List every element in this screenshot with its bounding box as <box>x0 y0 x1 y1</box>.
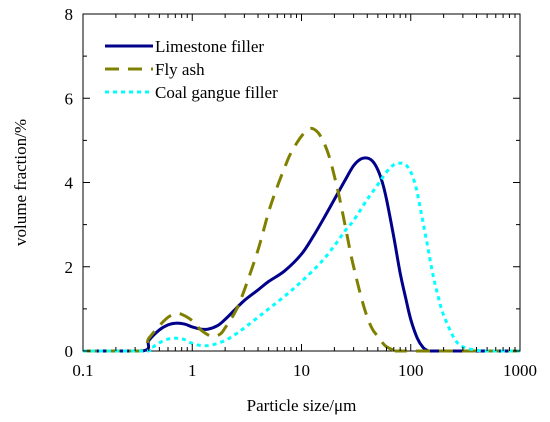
x-axis-title: Particle size/μm <box>247 396 357 415</box>
y-axis-title: volume fraction/% <box>11 119 30 246</box>
x-tick-label: 10 <box>293 361 310 380</box>
y-tick-label: 2 <box>65 258 74 277</box>
series-line-coal-gangue-filler <box>82 161 520 353</box>
series-line-fly-ash <box>82 126 520 353</box>
series-line-limestone-filler <box>82 156 520 353</box>
x-tick-label: 1 <box>188 361 197 380</box>
y-tick-label: 6 <box>65 89 74 108</box>
x-axis-ticks: 0.1 1 10 100 1000 <box>72 14 537 380</box>
x-tick-label: 100 <box>398 361 424 380</box>
legend: Limestone filler Fly ash Coal gangue fille… <box>105 37 278 102</box>
series-group <box>82 126 520 353</box>
legend-label: Fly ash <box>155 60 205 79</box>
plot-area: 0.1 1 10 100 1000 0 2 4 6 8 <box>65 5 538 380</box>
plot-frame <box>82 13 521 352</box>
y-tick-label: 8 <box>65 5 74 24</box>
y-tick-label: 4 <box>65 174 74 193</box>
y-tick-label: 0 <box>65 342 74 361</box>
x-tick-label: 0.1 <box>72 361 93 380</box>
x-tick-label: 1000 <box>503 361 537 380</box>
y-axis-ticks: 0 2 4 6 8 <box>65 5 520 361</box>
legend-label: Limestone filler <box>155 37 264 56</box>
legend-label: Coal gangue filler <box>155 83 278 102</box>
